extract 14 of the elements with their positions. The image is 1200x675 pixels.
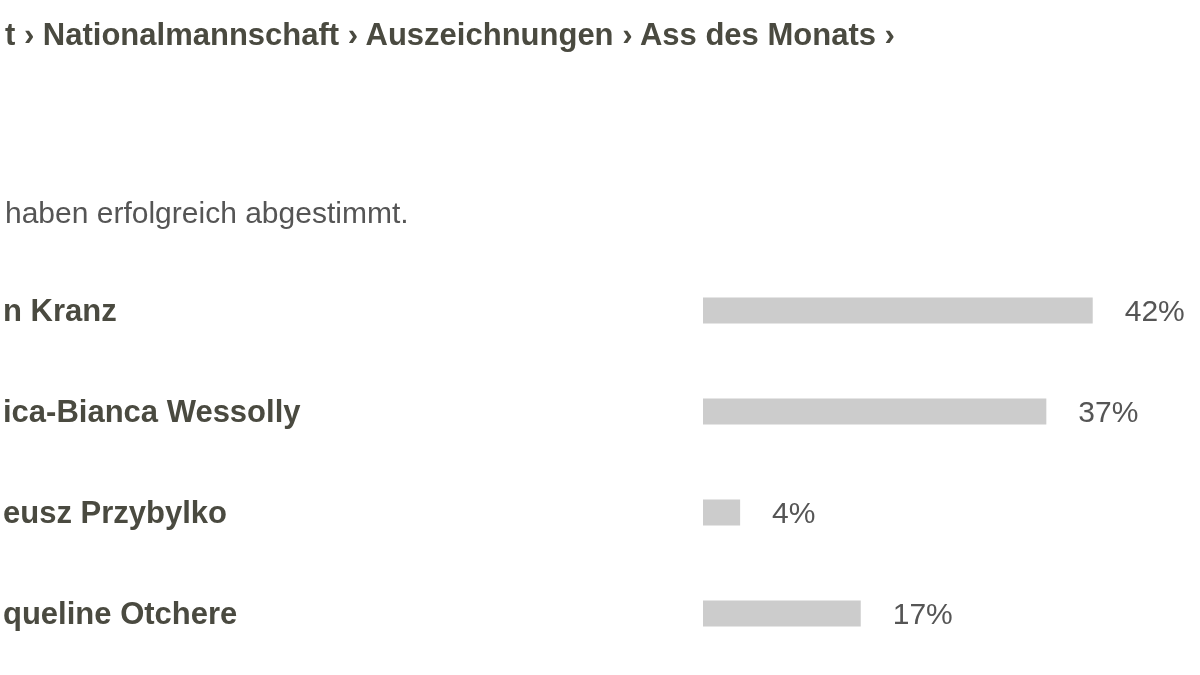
text: t › Nationalmannschaft › Auszeichnungen › Ass des Monats › (5, 17, 895, 52)
data-label: 42% (1124, 294, 1185, 327)
y-tick-label: ica-Bianca Wessolly (3, 394, 302, 429)
bar (703, 600, 861, 627)
bar (703, 499, 741, 526)
data-label: 4% (772, 496, 816, 529)
bar (703, 297, 1093, 324)
data-label: 37% (1078, 395, 1139, 428)
y-tick-label: queline Otchere (3, 596, 238, 631)
y-tick-label: eusz Przybylko (3, 495, 227, 530)
text: haben erfolgreich abgestimmt. (5, 195, 409, 229)
y-tick-label: n Kranz (3, 293, 117, 328)
data-label: 17% (892, 597, 953, 630)
bar (703, 398, 1047, 425)
